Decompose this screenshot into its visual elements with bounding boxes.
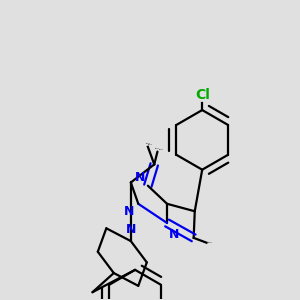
Text: methyl: methyl <box>159 149 164 150</box>
Text: methyl: methyl <box>155 148 160 149</box>
Text: Cl: Cl <box>195 88 210 102</box>
Text: methyl: methyl <box>207 242 212 243</box>
Text: N: N <box>124 206 134 218</box>
Text: methyl: methyl <box>146 143 151 144</box>
Text: N: N <box>169 228 179 241</box>
Text: N: N <box>135 171 145 184</box>
Text: N: N <box>126 223 136 236</box>
Text: methyl: methyl <box>148 144 153 145</box>
